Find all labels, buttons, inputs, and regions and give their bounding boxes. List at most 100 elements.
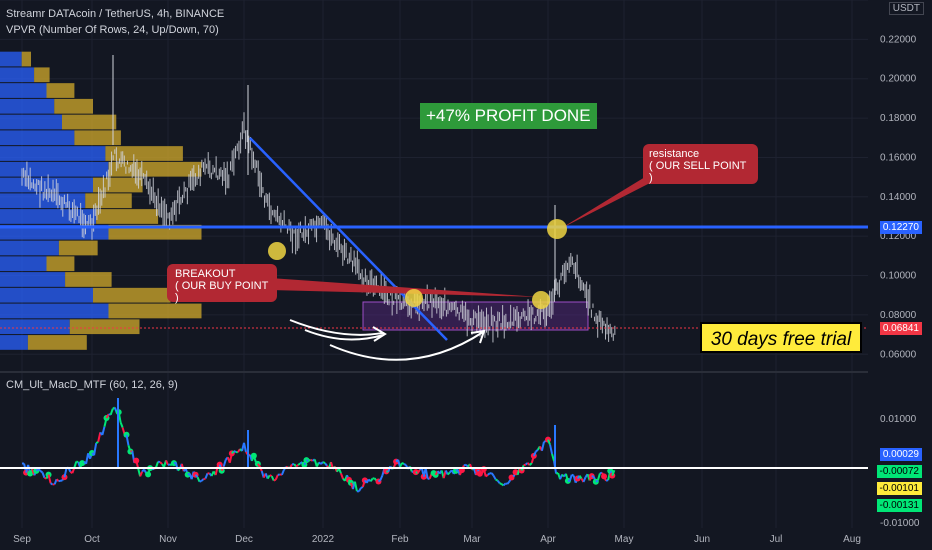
macd-line-segment bbox=[353, 481, 358, 492]
volume-bar-up bbox=[0, 146, 106, 161]
macd-pane bbox=[21, 398, 616, 493]
macd-line-segment bbox=[506, 480, 511, 485]
sell-point-marker bbox=[547, 219, 567, 239]
macd-line-segment bbox=[194, 474, 199, 478]
free-trial-banner[interactable]: 30 days free trial bbox=[700, 322, 862, 353]
macd-line-segment bbox=[274, 474, 279, 481]
macd-line-segment bbox=[340, 472, 344, 480]
macd-line-segment bbox=[463, 463, 467, 467]
volume-bar-down bbox=[93, 287, 171, 303]
breakout-label-line2: ( OUR BUY POINT ) bbox=[175, 280, 269, 304]
time-axis-tick: Dec bbox=[235, 534, 253, 545]
macd-line-segment bbox=[532, 451, 537, 457]
macd-line-segment bbox=[37, 467, 42, 472]
macd-line-segment bbox=[125, 434, 130, 446]
macd-line-segment bbox=[549, 444, 554, 455]
macd-line-segment bbox=[500, 483, 505, 487]
volume-bar-down bbox=[34, 67, 50, 83]
time-axis-tick: May bbox=[615, 534, 634, 545]
macd-line-segment bbox=[117, 411, 122, 423]
macd-line-segment bbox=[415, 471, 419, 475]
time-axis-tick: Apr bbox=[540, 534, 556, 545]
macd-line-segment bbox=[360, 486, 364, 489]
volume-bar-up bbox=[0, 209, 97, 224]
time-axis-bg bbox=[0, 528, 932, 550]
volume-bar-up bbox=[0, 240, 59, 256]
volume-bar-down bbox=[85, 193, 132, 209]
last-price-badge: 0.06841 bbox=[879, 322, 922, 335]
macd-line-segment bbox=[222, 459, 227, 467]
macd-line-segment bbox=[159, 461, 163, 465]
price-axis-tick: 0.10000 bbox=[880, 271, 917, 282]
volume-bar-up bbox=[0, 287, 93, 303]
macd-line-segment bbox=[379, 474, 384, 481]
macd-line-segment bbox=[231, 450, 235, 455]
macd-line-segment bbox=[320, 461, 324, 465]
macd-line-segment bbox=[571, 473, 575, 477]
macd-line-segment bbox=[200, 478, 205, 482]
volume-bar-up bbox=[0, 303, 109, 319]
volume-bar-down bbox=[65, 272, 112, 287]
volume-bar-down bbox=[108, 303, 202, 319]
price-axis-tick: 0.06000 bbox=[880, 349, 917, 360]
macd-line-segment bbox=[266, 474, 271, 480]
macd-line-segment bbox=[596, 473, 601, 481]
macd-line-segment bbox=[44, 476, 47, 480]
macd-line-segment bbox=[502, 482, 507, 487]
time-axis-tick: 2022 bbox=[312, 534, 335, 545]
macd-line-segment bbox=[324, 462, 328, 467]
volume-bar-down bbox=[46, 256, 75, 272]
macd-line-segment bbox=[582, 476, 587, 483]
macd-line-segment bbox=[165, 459, 169, 466]
macd-line-segment bbox=[525, 462, 529, 466]
macd-line-segment bbox=[199, 480, 202, 483]
macd-line-segment bbox=[605, 479, 609, 482]
time-axis-tick: Mar bbox=[463, 534, 481, 545]
volume-bar-down bbox=[46, 83, 75, 98]
macd-line-segment bbox=[308, 458, 312, 462]
macd-line-segment bbox=[97, 432, 102, 442]
price-axis-tick: 0.20000 bbox=[880, 74, 917, 85]
macd-indicator-label: CM_Ult_MacD_MTF (60, 12, 26, 9) bbox=[6, 379, 178, 391]
macd-line-segment bbox=[540, 441, 545, 451]
resistance-price-badge: 0.12270 bbox=[879, 221, 922, 234]
macd-line-segment bbox=[603, 475, 608, 482]
downtrend-line[interactable] bbox=[249, 137, 448, 341]
breakout-pointer bbox=[270, 278, 540, 297]
macd-line-segment bbox=[529, 462, 533, 466]
time-axis-tick: Sep bbox=[13, 534, 31, 545]
macd-line-segment bbox=[295, 464, 299, 468]
volume-bar-down bbox=[21, 51, 31, 67]
macd-line-segment bbox=[416, 469, 421, 474]
currency-badge[interactable]: USDT bbox=[888, 2, 924, 15]
swing-arrow-1 bbox=[289, 319, 384, 336]
volume-bar-up bbox=[0, 319, 70, 335]
macd-line-segment bbox=[322, 461, 326, 465]
macd-line-segment bbox=[280, 469, 285, 476]
breakout-marker-2 bbox=[405, 289, 423, 307]
macd-line-segment bbox=[377, 479, 382, 483]
volume-bar-down bbox=[105, 146, 183, 161]
vpvr-indicator-label: VPVR (Number Of Rows, 24, Up/Down, 70) bbox=[6, 24, 219, 36]
price-axis-tick: 0.18000 bbox=[880, 113, 917, 124]
volume-bar-down bbox=[96, 209, 159, 224]
time-axis-tick: Oct bbox=[84, 534, 100, 545]
resistance-label: resistance ( OUR SELL POINT ) bbox=[643, 144, 758, 184]
volume-bar-down bbox=[27, 335, 87, 350]
macd-line-segment bbox=[523, 463, 527, 467]
time-axis-tick: Aug bbox=[843, 534, 861, 545]
macd-line-segment bbox=[547, 439, 551, 446]
volume-bar-up bbox=[0, 161, 109, 177]
volume-bar-up bbox=[0, 224, 109, 240]
macd-line-segment bbox=[447, 471, 451, 476]
macd-line-segment bbox=[101, 426, 106, 436]
macd-line-segment bbox=[401, 462, 405, 465]
volume-bar-up bbox=[0, 256, 47, 272]
macd-line-segment bbox=[599, 471, 603, 475]
volume-bar-down bbox=[108, 161, 202, 177]
macd-line-segment bbox=[310, 458, 314, 462]
time-axis-tick: Jun bbox=[694, 534, 710, 545]
profit-label: +47% PROFIT DONE bbox=[420, 103, 597, 129]
macd-line-segment bbox=[487, 472, 491, 476]
